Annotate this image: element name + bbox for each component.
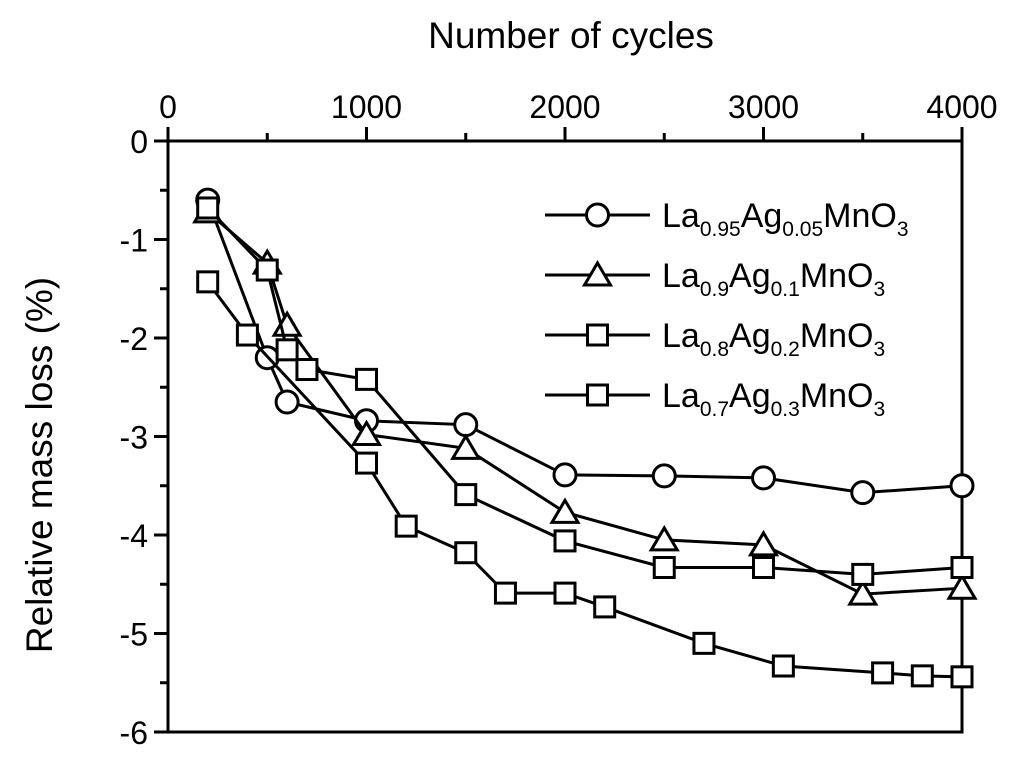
- legend-item-La0.8Ag0.2MnO3: La0.8Ag0.2MnO3: [545, 317, 885, 361]
- data-point-square: [295, 358, 319, 382]
- legend-label-text: MnO: [800, 257, 874, 295]
- data-point-circle: [274, 389, 300, 415]
- axis-ticks: [154, 127, 964, 734]
- series-La0.7Ag0.3MnO3: [196, 270, 974, 689]
- data-point-triangle: [648, 524, 680, 552]
- legend-marker-square: [586, 383, 609, 407]
- legend: La0.95Ag0.05MnO3La0.9Ag0.1MnO3La0.8Ag0.2…: [545, 197, 909, 421]
- data-point-circle: [850, 480, 876, 506]
- data-point-circle: [949, 473, 975, 499]
- legend-label-text: La: [662, 197, 700, 235]
- legend-label-text: Ag: [729, 257, 771, 295]
- legend-item-La0.95Ag0.05MnO3: La0.95Ag0.05MnO3: [545, 197, 909, 241]
- y-tick-label: -3: [120, 420, 148, 456]
- y-axis-title: Relative mass loss (%): [19, 277, 60, 653]
- data-point-square: [692, 631, 716, 655]
- x-tick-label: 3000: [728, 89, 799, 125]
- data-point-square: [950, 556, 974, 580]
- data-point-circle: [453, 412, 479, 438]
- legend-label-text: MnO: [823, 197, 897, 235]
- legend-label-subscript: 0.05: [782, 218, 823, 241]
- data-point-square: [851, 562, 875, 586]
- data-point-triangle: [747, 529, 780, 557]
- legend-label-text: La: [662, 317, 700, 355]
- y-tick-label: -4: [120, 518, 148, 554]
- legend-label-subscript: 0.8: [700, 338, 729, 361]
- legend-label-text: MnO: [800, 377, 874, 415]
- legend-label-subscript: 3: [874, 338, 886, 361]
- data-point-circle: [651, 463, 677, 489]
- legend-item-La0.9Ag0.1MnO3: La0.9Ag0.1MnO3: [545, 257, 885, 301]
- data-point-square: [355, 367, 378, 391]
- legend-label: La0.95Ag0.05MnO3: [662, 197, 909, 241]
- data-series: [192, 187, 978, 689]
- y-tick-label: -5: [120, 617, 148, 653]
- data-point-square: [950, 665, 974, 689]
- x-axis-title: Number of cycles: [428, 15, 714, 56]
- x-tick-label: 2000: [529, 89, 600, 125]
- legend-label-subscript: 0.9: [700, 278, 729, 301]
- axis-tick-labels: 0 1000 2000 3000 4000 0 -1 -2 -3 -4 -5 -6: [120, 89, 998, 751]
- data-point-triangle: [549, 497, 581, 524]
- series-line-La0.95Ag0.05MnO3: [206, 199, 963, 495]
- data-point-square: [493, 581, 517, 605]
- data-point-square: [910, 664, 934, 688]
- data-point-square: [771, 654, 795, 678]
- data-point-square: [235, 323, 259, 347]
- legend-label: La0.8Ag0.2MnO3: [662, 317, 885, 361]
- data-point-square: [196, 270, 220, 294]
- legend-label-subscript: 3: [874, 278, 886, 301]
- data-point-circle: [751, 465, 776, 491]
- data-point-triangle: [350, 419, 383, 447]
- data-point-square: [871, 661, 895, 685]
- legend-label-text: MnO: [800, 317, 874, 355]
- legend-label-text: Ag: [729, 317, 771, 355]
- data-point-triangle: [450, 433, 482, 460]
- data-point-square: [355, 451, 378, 475]
- legend-label-text: Ag: [741, 197, 783, 235]
- data-point-square: [652, 556, 676, 580]
- legend-label-subscript: 0.7: [700, 398, 729, 421]
- y-tick-label: -2: [120, 321, 148, 357]
- legend-marker-triangle: [581, 260, 614, 287]
- data-point-square: [454, 541, 478, 565]
- data-point-triangle: [946, 573, 978, 600]
- data-point-circle: [552, 462, 578, 488]
- legend-label-subscript: 0.1: [771, 278, 800, 301]
- legend-label-subscript: 0.95: [700, 218, 741, 241]
- data-point-square: [196, 196, 220, 220]
- legend-label-subscript: 0.2: [771, 338, 800, 361]
- x-tick-label: 1000: [331, 89, 402, 125]
- legend-label-text: Ag: [729, 377, 771, 415]
- legend-label-subscript: 3: [874, 398, 886, 421]
- data-point-square: [593, 595, 617, 619]
- legend-marker-square: [586, 323, 609, 347]
- legend-item-La0.7Ag0.3MnO3: La0.7Ag0.3MnO3: [545, 377, 885, 421]
- data-point-square: [553, 581, 577, 605]
- y-tick-label: -1: [120, 223, 148, 259]
- x-tick-label: 0: [159, 89, 177, 125]
- legend-label-text: La: [662, 377, 700, 415]
- legend-label-subscript: 0.3: [771, 398, 800, 421]
- x-tick-label: 4000: [926, 89, 997, 125]
- legend-label-subscript: 3: [897, 218, 909, 241]
- data-point-square: [454, 483, 478, 507]
- data-point-square: [394, 514, 418, 538]
- legend-marker-circle: [585, 202, 610, 228]
- legend-label-text: La: [662, 257, 700, 295]
- data-point-square: [275, 338, 299, 362]
- data-point-triangle: [847, 579, 879, 606]
- legend-label: La0.9Ag0.1MnO3: [662, 257, 885, 301]
- data-point-square: [553, 529, 577, 553]
- y-tick-label: -6: [120, 715, 148, 751]
- series-La0.8Ag0.2MnO3: [196, 196, 974, 586]
- y-tick-label: 0: [130, 124, 148, 160]
- data-point-square: [255, 258, 279, 282]
- data-point-square: [752, 556, 775, 580]
- legend-label: La0.7Ag0.3MnO3: [662, 377, 885, 421]
